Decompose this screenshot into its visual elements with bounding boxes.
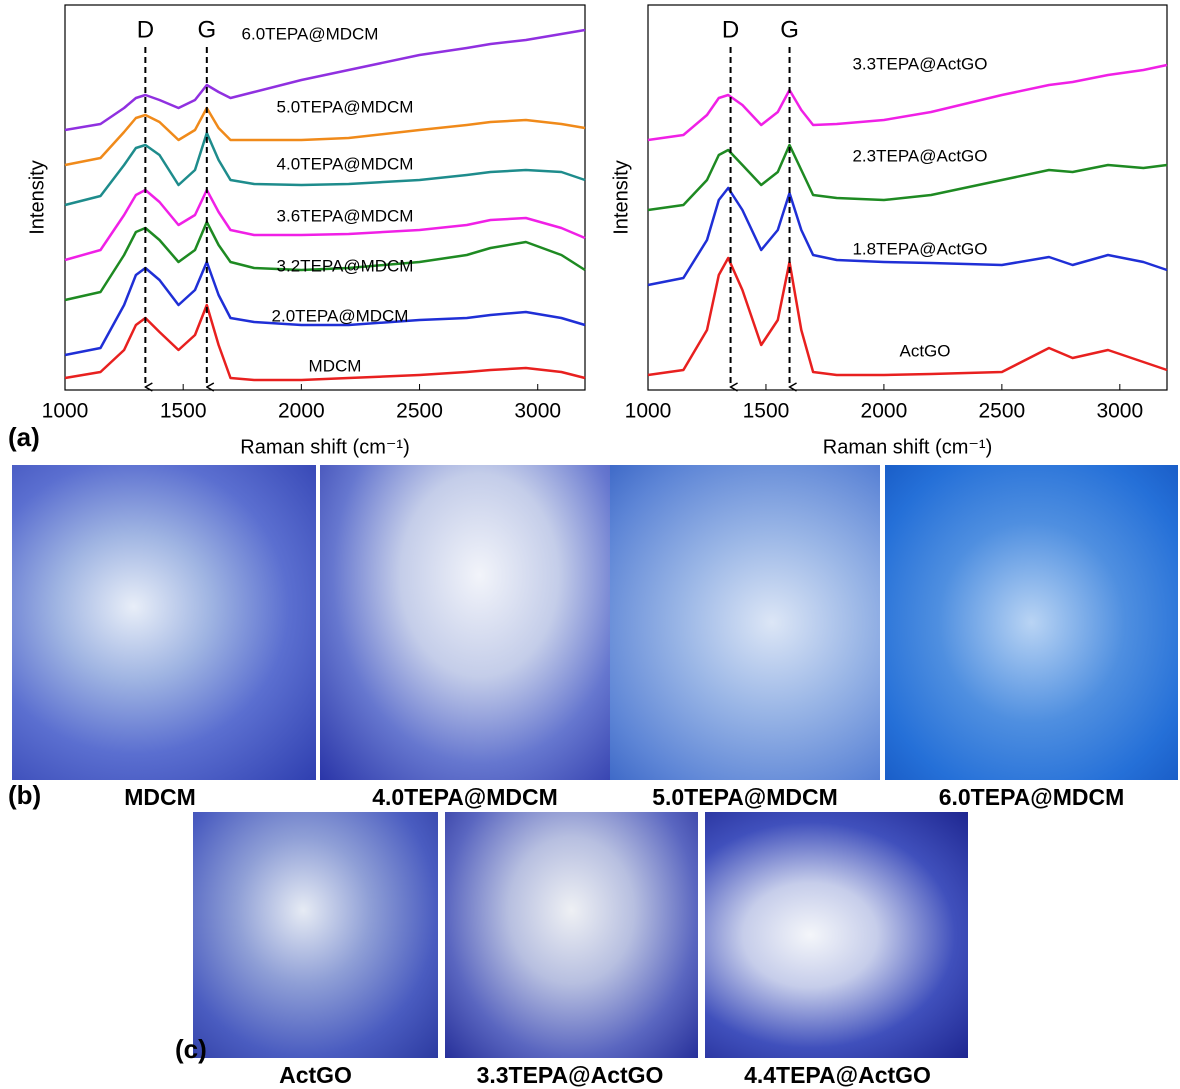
- page: {"chart_data": [ {"type": "line", "xlabe…: [0, 0, 1180, 1088]
- spectrum: [648, 65, 1167, 140]
- micrograph-caption: 5.0TEPA@MDCM: [605, 784, 885, 811]
- series-label: ActGO: [899, 341, 950, 360]
- x-tick-label: 1500: [160, 400, 207, 423]
- x-tick-label: 2500: [979, 400, 1026, 423]
- series-label: 1.8TEPA@ActGO: [852, 239, 987, 258]
- series-label: 4.0TEPA@MDCM: [277, 154, 414, 173]
- series-label: 3.6TEPA@MDCM: [277, 206, 414, 225]
- x-tick-label: 3000: [514, 400, 561, 423]
- x-tick-label: 2000: [278, 400, 325, 423]
- series-label: 2.3TEPA@ActGO: [852, 146, 987, 165]
- series-label: 5.0TEPA@MDCM: [277, 97, 414, 116]
- micrograph-caption: 6.0TEPA@MDCM: [885, 784, 1178, 811]
- x-axis-label: Raman shift (cm⁻¹): [240, 436, 409, 458]
- raman-charts: 1000 1500 2000 2500 3000 Raman shift (cm⁻¹) In…: [0, 0, 1180, 462]
- peak-label: D: [722, 16, 739, 43]
- micrograph-caption: MDCM: [60, 784, 260, 811]
- series-label: 3.3TEPA@ActGO: [852, 54, 987, 73]
- series-label: MDCM: [309, 356, 362, 375]
- y-axis-label: Intensity: [26, 160, 48, 234]
- series-label: 6.0TEPA@MDCM: [242, 24, 379, 43]
- plot-frame: [65, 5, 585, 390]
- spectrum: [648, 188, 1167, 285]
- micrograph-caption: 3.3TEPA@ActGO: [420, 1062, 720, 1089]
- micrograph: [320, 465, 610, 780]
- peak-label: G: [197, 16, 216, 43]
- peak-label: D: [137, 16, 154, 43]
- micrograph: [193, 812, 438, 1058]
- peak-label: G: [780, 16, 799, 43]
- micrograph-caption: 4.0TEPA@MDCM: [320, 784, 610, 811]
- series-label: 3.2TEPA@MDCM: [277, 256, 414, 275]
- y-axis-label: Intensity: [610, 160, 632, 234]
- x-tick-label: 3000: [1096, 400, 1143, 423]
- micrograph-caption: ActGO: [193, 1062, 438, 1089]
- series-label: 2.0TEPA@MDCM: [272, 306, 409, 325]
- micrograph: [445, 812, 698, 1058]
- panel-label: (b): [8, 780, 41, 811]
- x-tick-label: 1000: [42, 400, 89, 423]
- panel-label: (c): [175, 1034, 207, 1065]
- x-tick-label: 1500: [743, 400, 790, 423]
- micrograph-caption: 4.4TEPA@ActGO: [700, 1062, 975, 1089]
- x-tick-label: 2000: [861, 400, 908, 423]
- panel-label: (a): [8, 422, 40, 453]
- x-tick-label: 2500: [396, 400, 443, 423]
- micrograph: [610, 465, 880, 780]
- micrograph: [885, 465, 1178, 780]
- micrograph: [705, 812, 968, 1058]
- x-tick-label: 1000: [625, 400, 672, 423]
- micrograph: [12, 465, 316, 780]
- x-axis-label: Raman shift (cm⁻¹): [823, 436, 992, 458]
